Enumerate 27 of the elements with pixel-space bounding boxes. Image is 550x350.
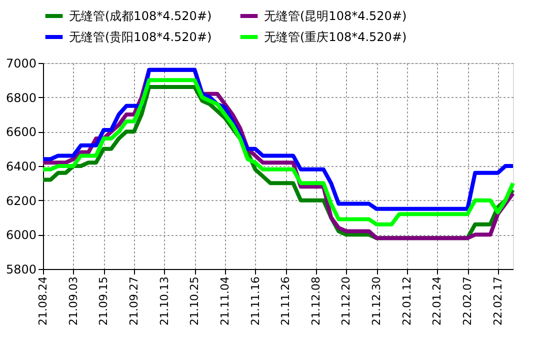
x-tick-label: 21.09.03 bbox=[66, 276, 80, 326]
x-tick-label: 21.11.16 bbox=[248, 276, 262, 326]
x-tick-label: 22.02.17 bbox=[491, 276, 504, 326]
x-tick-label: 21.08.24 bbox=[36, 276, 50, 326]
x-tick-label: 21.12.08 bbox=[309, 276, 322, 326]
x-tick-label: 21.10.25 bbox=[188, 276, 202, 326]
y-tick-label: 5800 bbox=[6, 262, 36, 276]
x-tick-label: 22.01.24 bbox=[430, 276, 444, 326]
x-tick-label: 21.11.26 bbox=[279, 276, 292, 326]
y-tick-label: 7000 bbox=[6, 56, 36, 70]
legend-label: 无缝管(贵阳108*4.520#) bbox=[69, 30, 212, 44]
legend-label: 无缝管(重庆108*4.520#) bbox=[264, 30, 407, 44]
x-tick-label: 22.02.07 bbox=[461, 276, 474, 326]
x-tick-label: 21.09.15 bbox=[97, 276, 110, 326]
y-tick-label: 6000 bbox=[6, 228, 36, 242]
y-tick-label: 6400 bbox=[6, 160, 36, 174]
x-tick-label: 21.12.30 bbox=[370, 276, 384, 326]
legend-label: 无缝管(昆明108*4.520#) bbox=[264, 9, 407, 23]
x-tick-label: 21.09.27 bbox=[127, 276, 140, 326]
x-tick-label: 21.11.04 bbox=[218, 276, 232, 326]
y-tick-label: 6200 bbox=[6, 194, 36, 208]
x-tick-label: 21.12.20 bbox=[340, 276, 353, 326]
x-tick-label: 21.10.13 bbox=[158, 276, 171, 326]
y-tick-label: 6600 bbox=[6, 125, 36, 140]
y-tick-label: 6800 bbox=[6, 90, 36, 105]
x-tick-label: 22.01.12 bbox=[400, 276, 414, 326]
legend-label: 无缝管(成都108*4.520#) bbox=[69, 9, 212, 23]
